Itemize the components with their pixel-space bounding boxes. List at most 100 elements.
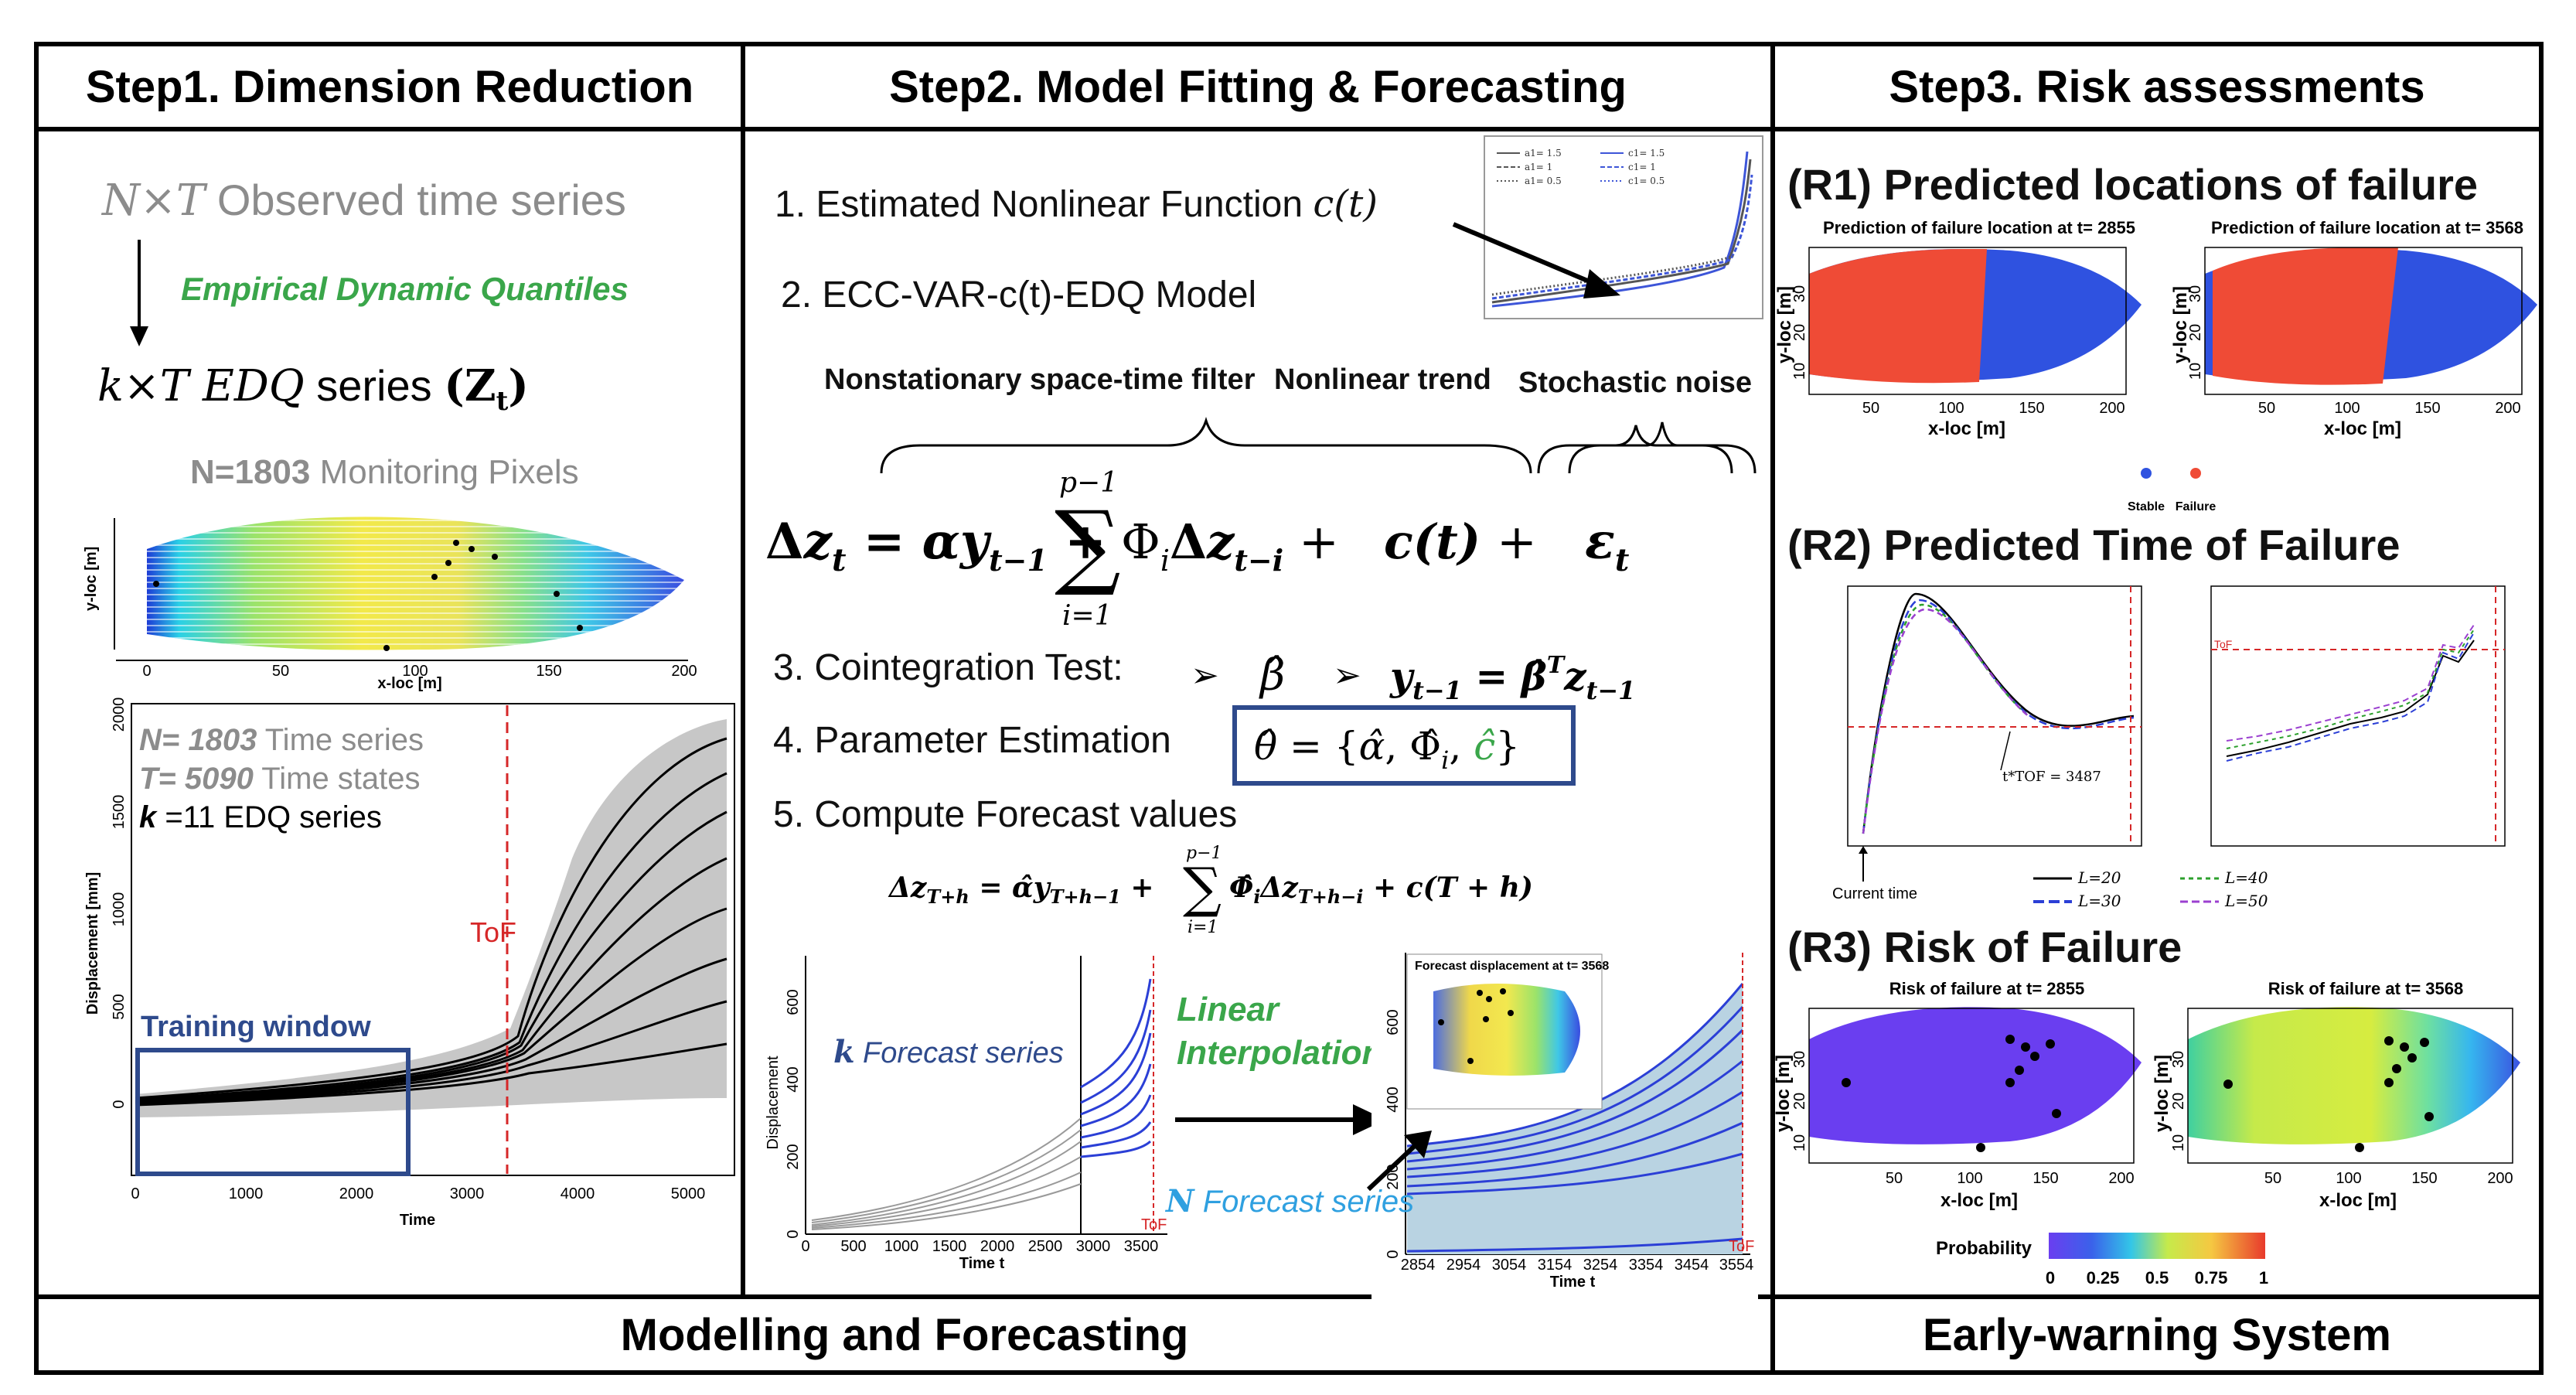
r1l-xtick: 150 — [2019, 400, 2044, 417]
r2-current-time: Current time — [1832, 885, 1917, 902]
stable-legend-label: Stable — [2128, 500, 2165, 513]
stable-legend-dot — [2141, 468, 2152, 479]
svg-text:T= 5090 Time states: T= 5090 Time states — [139, 762, 421, 796]
r1l-ytick: 20 — [1791, 324, 1808, 341]
svg-text:yt−1 = β̂Tzt−1: yt−1 = β̂Tzt−1 — [1389, 652, 1635, 705]
inset-legend: c1= 1.5 — [1628, 148, 1665, 159]
r3r-ytick: 20 — [2170, 1093, 2187, 1110]
r2-legend-l40: L=40 — [2224, 868, 2268, 887]
model-equation: Δzt = αyt−1 + ∑ p−1 i=1 ΦiΔzt−i + c(t) +… — [765, 467, 1630, 632]
observed-series-label: N×T Observed time series — [102, 176, 626, 226]
r3l-ytick: 30 — [1791, 1051, 1808, 1068]
svg-text:θ̂ = {α̂, Φ̂i, ĉ}: θ̂ = {α̂, Φ̂i, ĉ} — [1254, 724, 1520, 775]
interp-arrow — [1175, 1104, 1385, 1135]
r1-right-title: Prediction of failure location at t= 356… — [2211, 218, 2523, 237]
svg-text:➢: ➢ — [1333, 656, 1361, 695]
prob-tick: 0 — [2046, 1268, 2055, 1288]
r1l-xtick: 50 — [1862, 400, 1879, 417]
legend-t-text: Time states — [261, 762, 420, 796]
k-forecast-k: k — [833, 1034, 855, 1070]
map-xlabel: x-loc [m] — [377, 675, 441, 692]
noise-brace — [1568, 421, 1757, 474]
inset-legend: a1= 0.5 — [1525, 176, 1562, 186]
legend-t-bold: T= 5090 — [139, 762, 254, 796]
fc-ylabel: Displacement — [765, 1056, 782, 1150]
ts-ytick: 0 — [111, 1100, 128, 1108]
inset-legend: c1= 0.5 — [1628, 176, 1665, 186]
forecast-equation: ΔzT+h = α̂yT+h−1 + ∑ p−1 i=1 Φ̂iΔzT+h−i … — [888, 844, 1533, 937]
tof-label: ToF — [470, 916, 516, 948]
edq-method-label: Empirical Dynamic Quantiles — [181, 271, 629, 307]
svg-text:p−1: p−1 — [1186, 844, 1222, 863]
svg-text:β̂: β̂ — [1259, 650, 1285, 701]
cointegration-math: ➢ β̂ ➢ yt−1 = β̂Tzt−1 — [1191, 650, 1635, 705]
fc-xtick: 2000 — [980, 1238, 1015, 1255]
inset-legend: c1= 1 — [1628, 162, 1656, 172]
failure-legend-label: Failure — [2176, 500, 2217, 513]
ts-ylabel: Displacement [mm] — [84, 872, 101, 1015]
k-forecast-text: Forecast series — [863, 1037, 1064, 1069]
svg-text:ΔzT+h = α̂yT+h−1 +: ΔzT+h = α̂yT+h−1 + — [888, 871, 1154, 908]
r3l-xtick: 100 — [1957, 1170, 1982, 1187]
r3r-ytick: 30 — [2170, 1051, 2187, 1068]
ts-ytick: 1500 — [111, 795, 128, 830]
fc-ytick: 0 — [785, 1230, 802, 1238]
fc-xtick: 1500 — [932, 1238, 967, 1255]
k-forecast-chart: k Forecast series 0 500 1000 1500 2000 2… — [750, 948, 1183, 1273]
ts-ytick: 1000 — [111, 892, 128, 927]
fc-ytick: 600 — [785, 989, 802, 1015]
nfc-xtick: 3254 — [1583, 1257, 1618, 1274]
svg-text:∑: ∑ — [1055, 492, 1121, 599]
ts-xtick: 1000 — [229, 1185, 264, 1202]
training-window-box — [135, 1048, 411, 1176]
svg-text:c(t): c(t) — [1384, 513, 1481, 570]
item1-label: 1. Estimated Nonlinear Function c(t) — [775, 182, 1378, 226]
ts-ytick: 2000 — [111, 698, 128, 732]
svg-text:Φ̂iΔzT+h−i + c(T + h): Φ̂iΔzT+h−i + c(T + h) — [1229, 871, 1533, 908]
monitoring-pixels-label: N=1803 Monitoring Pixels — [190, 453, 579, 491]
map-xtick: 200 — [671, 663, 697, 680]
r2-tof-label: t*TOF = 3487 — [2002, 769, 2101, 785]
inset-legend: a1= 1.5 — [1525, 148, 1562, 159]
r1r-xtick: 100 — [2334, 400, 2360, 417]
r1r-ylabel: y-loc [m] — [2170, 286, 2191, 363]
noise-label: Stochastic noise — [1518, 367, 1752, 399]
linear-interp-label: Linear Interpolation — [1177, 991, 1383, 1072]
nfc-tof: ToF — [1729, 1238, 1754, 1255]
r1r-xtick: 200 — [2495, 400, 2520, 417]
n-forecast-arrow — [1366, 1131, 1432, 1192]
footer-early-warning: Early-warning System — [1770, 1294, 2544, 1375]
fc-ytick: 400 — [785, 1066, 802, 1092]
fc-ytick: 200 — [785, 1144, 802, 1169]
step3-header: Step3. Risk assessments — [1770, 42, 2544, 131]
step2-header: Step2. Model Fitting & Forecasting — [741, 42, 1775, 131]
parameter-math: θ̂ = {α̂, Φ̂i, ĉ} — [1254, 724, 1520, 775]
r3-left-title: Risk of failure at t= 2855 — [1889, 979, 2085, 998]
down-arrow — [130, 240, 148, 346]
nfc-ytick: 600 — [1385, 1009, 1402, 1035]
r3-title: (R3) Risk of Failure — [1787, 923, 2182, 971]
r3l-xlabel: x-loc [m] — [1941, 1190, 2018, 1211]
r3r-ytick: 10 — [2170, 1134, 2187, 1151]
ts-xtick: 4000 — [561, 1185, 595, 1202]
svg-text:i=1: i=1 — [1187, 918, 1218, 937]
fc-xtick: 500 — [840, 1238, 866, 1255]
r1r-ytick: 30 — [2187, 285, 2204, 302]
r3r-xtick: 200 — [2487, 1170, 2513, 1187]
svg-text:ΦiΔzt−i: ΦiΔzt−i — [1121, 513, 1283, 578]
r3r-ylabel: y-loc [m] — [2152, 1055, 2172, 1132]
nfc-xtick: 3154 — [1538, 1257, 1573, 1274]
r1l-ytick: 30 — [1791, 285, 1808, 302]
fc-xtick: 3000 — [1076, 1238, 1111, 1255]
r2-legend-l30: L=30 — [2077, 892, 2121, 910]
r3r-xtick: 100 — [2336, 1170, 2361, 1187]
prob-tick: 0.75 — [2195, 1268, 2228, 1288]
r1-left-map: Prediction of failure location at t= 285… — [1774, 218, 2142, 439]
r1r-xlabel: x-loc [m] — [2324, 418, 2401, 439]
r1-title: (R1) Predicted locations of failure — [1787, 160, 2479, 209]
map-xtick: 100 — [402, 663, 428, 680]
r3l-ytick: 20 — [1791, 1093, 1808, 1110]
r1r-xtick: 50 — [2258, 400, 2275, 417]
r2-title: (R2) Predicted Time of Failure — [1787, 520, 2401, 569]
item5-label: 5. Compute Forecast values — [773, 794, 1238, 835]
